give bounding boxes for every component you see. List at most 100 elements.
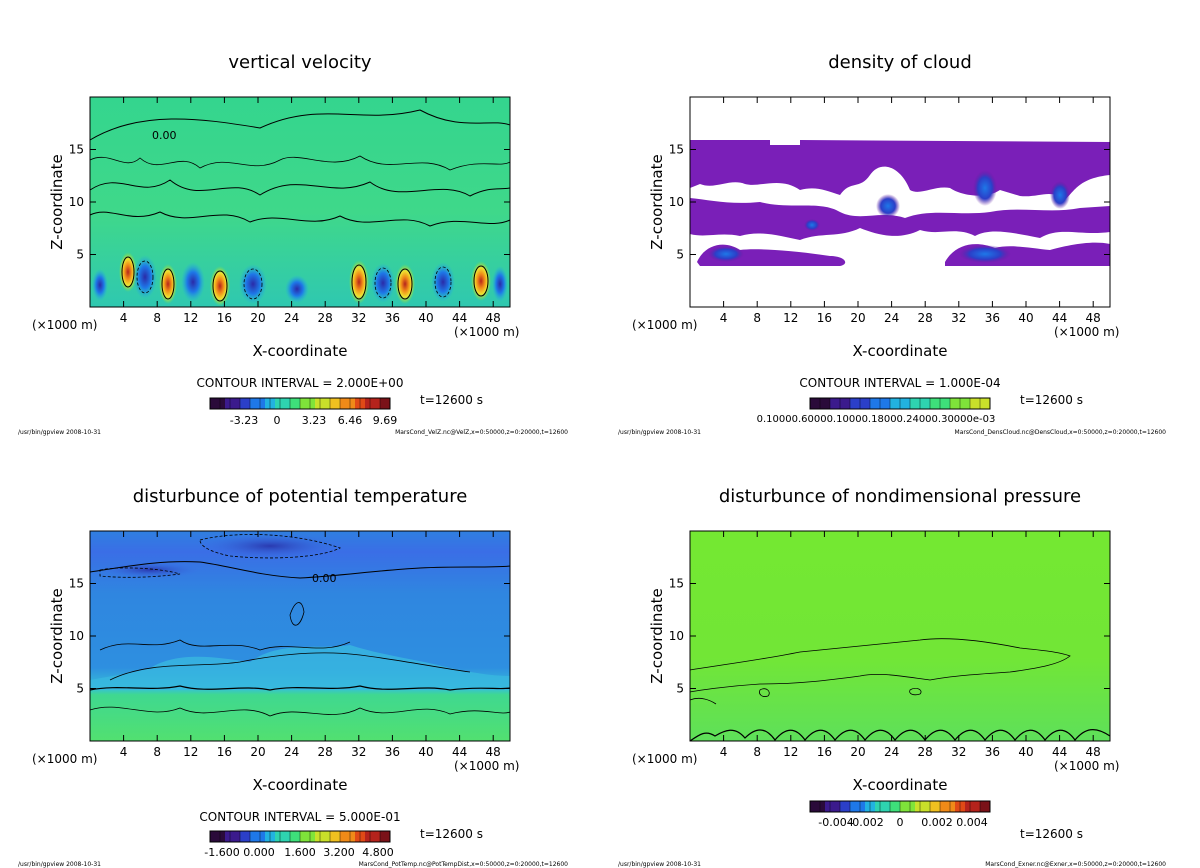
downdraft-core (181, 262, 205, 302)
colorbar-swatch (835, 801, 841, 812)
colorbar-swatch (370, 398, 376, 409)
colorbar-swatch (925, 801, 931, 812)
colorbar-swatch (970, 801, 976, 812)
contour-interval: CONTOUR INTERVAL = 1.000E-04 (799, 376, 1000, 390)
y-tick-label: 5 (76, 682, 84, 696)
colorbar-swatch (880, 801, 886, 812)
colorbar-swatch (900, 398, 906, 409)
colorbar-swatch (275, 831, 281, 842)
colorbar (209, 830, 391, 843)
contour-interval: CONTOUR INTERVAL = 2.000E+00 (197, 376, 404, 390)
panel-density-of-cloud: density of cloud 4 8 12 16 20 24 28 32 36 40 44 485… (618, 52, 1166, 436)
x-tick-label: 36 (385, 311, 400, 325)
colorbar-swatch (240, 831, 246, 842)
x-tick-label: 16 (817, 311, 832, 325)
colorbar-swatch (890, 801, 896, 812)
colorbar-swatch (225, 831, 231, 842)
colorbar-swatch (250, 398, 256, 409)
colorbar-swatch (255, 398, 261, 409)
contour-loop (397, 268, 413, 300)
colorbar-swatch (275, 398, 281, 409)
colorbar-swatch (965, 398, 971, 409)
colorbar-swatch (375, 398, 381, 409)
cold-anomaly (100, 562, 200, 578)
x-tick-label: 44 (1052, 745, 1067, 759)
cloud-layer (690, 198, 1110, 240)
colorbar-swatch (910, 801, 916, 812)
colorbar-swatch (365, 831, 371, 842)
colorbar-swatch (810, 398, 816, 409)
colorbar-swatch (310, 831, 316, 842)
y-axis-label: Z-coordinate (648, 588, 666, 683)
cloud-density-peak (804, 219, 820, 231)
colorbar-swatch (980, 398, 986, 409)
colorbar-swatch (210, 398, 216, 409)
colorbar-swatch (320, 398, 326, 409)
contour-line (89, 155, 511, 171)
x-tick-label: 4 (120, 311, 128, 325)
y-tick-label: 15 (669, 143, 684, 157)
footer-right: MarsCond_Exner.nc@Exner,x=0:50000,z=0:20… (985, 861, 1166, 868)
colorbar-swatch (820, 398, 826, 409)
x-tick-label: 12 (183, 311, 198, 325)
contour-loop (212, 270, 228, 302)
x-tick-label: 24 (884, 745, 899, 759)
colorbar-swatch (295, 398, 301, 409)
colorbar-swatch (810, 801, 816, 812)
colorbar-label: 1.600 (284, 846, 316, 859)
colorbar-swatch (335, 398, 341, 409)
colorbar-swatch (900, 801, 906, 812)
colorbar-swatch (930, 398, 936, 409)
colorbar (209, 397, 391, 410)
colorbar-swatch (320, 831, 326, 842)
colorbar-swatch (315, 831, 321, 842)
colorbar-swatch (260, 398, 266, 409)
colorbar-swatch (225, 398, 231, 409)
footer-left: /usr/bin/gpview 2008-10-31 (618, 429, 701, 436)
colorbar-swatch (235, 831, 241, 842)
colorbar-swatch (875, 398, 881, 409)
colorbar-swatch (365, 398, 371, 409)
colorbar-label: 3.23 (302, 414, 327, 427)
colorbar-swatch (975, 801, 981, 812)
x-axis-label: X-coordinate (853, 776, 948, 794)
colorbar-swatch (870, 801, 876, 812)
contour-loop (434, 266, 452, 298)
colorbar-swatch (845, 398, 851, 409)
colorbar-swatch (280, 831, 286, 842)
colorbar-swatch (345, 398, 351, 409)
colorbar-swatch (230, 831, 236, 842)
x-unit-label-right: (×1000 m) (1054, 759, 1119, 773)
colorbar-swatch (340, 398, 346, 409)
colorbar-swatch (985, 398, 991, 409)
colorbar-label: 0 (897, 816, 904, 829)
contour-line (289, 602, 305, 626)
x-tick-label: 28 (918, 311, 933, 325)
colorbar-swatch (325, 831, 331, 842)
x-tick-label: 28 (318, 745, 333, 759)
colorbar-swatch (360, 398, 366, 409)
contour-label: 0.00 (152, 129, 177, 142)
y-tick-label: 5 (676, 682, 684, 696)
contour-line (689, 697, 717, 705)
x-tick-label: 16 (217, 745, 232, 759)
colorbar-swatch (920, 398, 926, 409)
colorbar-swatch (830, 801, 836, 812)
colorbar-frame (209, 397, 391, 410)
y-axis-label: Z-coordinate (48, 588, 66, 683)
y-tick-label: 15 (69, 143, 84, 157)
y-tick-label: 10 (669, 195, 684, 209)
colorbar-swatch (380, 831, 386, 842)
colorbar-swatch (940, 801, 946, 812)
contour-loop (243, 268, 263, 300)
x-tick-label: 12 (783, 745, 798, 759)
colorbar-label: 9.69 (373, 414, 398, 427)
colorbar-swatch (285, 398, 291, 409)
x-tick-label: 20 (250, 311, 265, 325)
x-unit-label-left: (×1000 m) (32, 752, 97, 766)
x-tick-label: 8 (753, 745, 761, 759)
footer-left: /usr/bin/gpview 2008-10-31 (18, 429, 101, 436)
colorbar-swatch (840, 398, 846, 409)
